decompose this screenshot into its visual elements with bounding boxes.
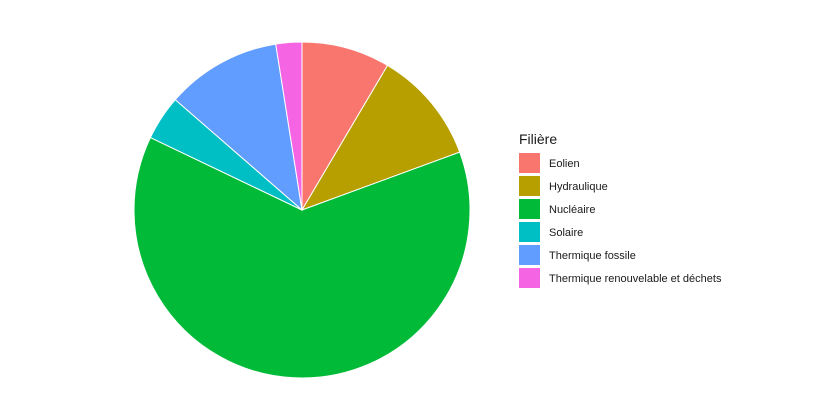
pie-slice-nucleaire: [133, 136, 471, 379]
legend-label-solaire: Solaire: [549, 227, 583, 239]
pie-slices: [133, 41, 471, 379]
legend-items: Eolien Hydraulique Nucléaire Solaire Thermiq…: [519, 153, 722, 288]
legend-label-hydraulique: Hydraulique: [549, 181, 608, 193]
pie-slice-thermique-renouvelable-et-dechets: [275, 41, 303, 211]
legend-key-thermique-fossile: [519, 245, 540, 265]
pie-slice-thermique-fossile: [174, 43, 303, 212]
legend: Filière Eolien Hydraulique Nucléaire Solair…: [519, 131, 722, 288]
legend-label-nucleaire: Nucléaire: [549, 204, 595, 216]
legend-key-nucleaire: [519, 199, 540, 219]
pie-slice-hydraulique: [300, 64, 461, 211]
pie-slice-eolien: [301, 41, 389, 212]
legend-title: Filière: [519, 131, 557, 147]
legend-key-solaire: [519, 222, 540, 242]
legend-label-thermique-renouvelable-et-dechets: Thermique renouvelable et déchets: [549, 273, 722, 285]
legend-label-eolien: Eolien: [549, 158, 580, 170]
legend-key-hydraulique: [519, 176, 540, 196]
legend-key-eolien: [519, 153, 540, 173]
legend-key-thermique-renouvelable-et-dechets: [519, 268, 540, 288]
legend-label-thermique-fossile: Thermique fossile: [549, 250, 636, 262]
